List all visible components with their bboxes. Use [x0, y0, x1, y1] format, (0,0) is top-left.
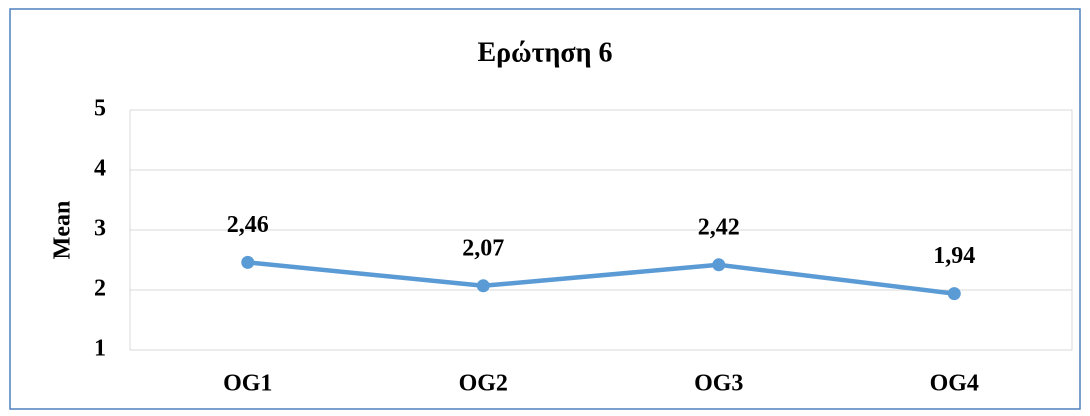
line [247, 260, 955, 296]
data-label: 1,94 [933, 243, 975, 269]
data-label: 2,42 [698, 214, 740, 240]
y-tick-label: 4 [94, 156, 106, 182]
marker [241, 255, 255, 269]
y-tick-label: 2 [94, 276, 106, 302]
chart-title: Ερώτηση 6 [477, 37, 612, 68]
y-tick-label: 1 [94, 336, 106, 362]
y-axis-label: Mean [50, 201, 76, 260]
data-label: 2,46 [227, 212, 269, 238]
marker [947, 287, 961, 301]
marker [476, 279, 490, 293]
x-tick-label: OG1 [223, 371, 272, 397]
y-tick-label: 5 [94, 96, 106, 122]
x-tick-label: OG4 [930, 371, 979, 397]
marker [712, 258, 726, 272]
x-tick-label: OG2 [459, 371, 508, 397]
data-label: 2,07 [462, 235, 504, 261]
chart-frame [9, 8, 1081, 410]
x-tick-label: OG3 [694, 371, 743, 397]
y-tick-label: 3 [94, 216, 106, 242]
